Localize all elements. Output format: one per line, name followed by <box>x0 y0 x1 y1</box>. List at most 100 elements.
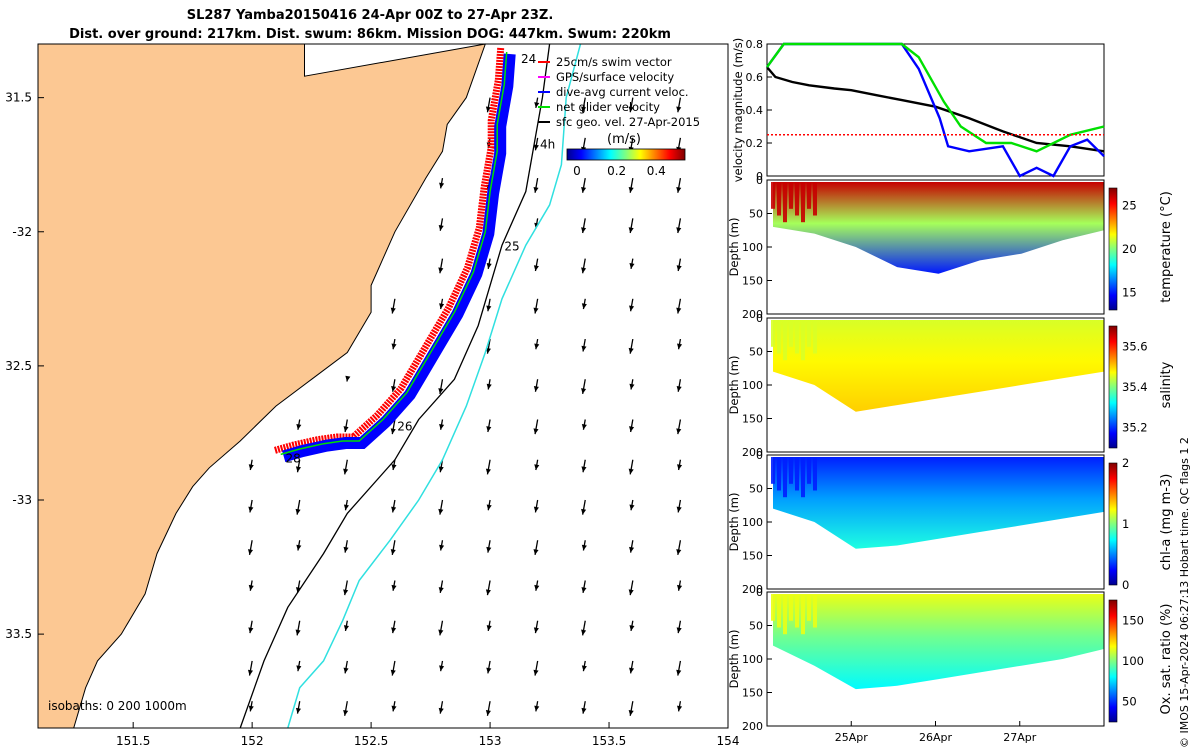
section-panel-temperature: 0 50 100 150 200 Depth (m) 15 20 25 temperature (… <box>727 174 1174 321</box>
profile-column <box>789 182 793 209</box>
sfc-geo-arrow <box>438 580 444 594</box>
arrow-head <box>486 504 492 511</box>
profile-column <box>801 457 805 498</box>
arrow-head <box>438 267 444 274</box>
arrow-head <box>391 343 397 350</box>
sfc-geo-arrow <box>391 338 397 350</box>
sfc-geo-arrow <box>343 419 349 433</box>
sfc-geo-arrow <box>247 540 254 555</box>
arrow-head <box>533 307 539 314</box>
arrow-head <box>345 375 351 382</box>
sfc-geo-arrow <box>629 258 635 269</box>
arrow-head <box>677 343 683 350</box>
arrow-head <box>391 627 397 634</box>
y-tick-label: -33 <box>12 493 32 507</box>
arrow-head <box>581 508 587 515</box>
profile-column <box>807 320 811 347</box>
sfc-geo-arrow <box>534 580 540 591</box>
section-y-tick-label: 50 <box>749 620 763 633</box>
sfc-geo-arrow <box>676 540 682 555</box>
section-x-tick-label: 25Apr <box>835 731 869 744</box>
sfc-geo-arrow <box>533 178 539 193</box>
sfc-geo-arrow <box>676 379 682 392</box>
sfc-geo-arrow <box>439 540 445 551</box>
sfc-geo-arrow <box>534 338 540 350</box>
map-frame <box>37 43 729 729</box>
arrow-head <box>295 508 301 515</box>
arrow-head <box>581 303 587 310</box>
arrow-head <box>296 423 302 430</box>
arrow-head <box>248 627 254 634</box>
sfc-geo-arrow <box>628 701 634 716</box>
day-label: 28 <box>285 451 300 465</box>
day-label: 24 <box>521 52 536 66</box>
sfc-geo-arrow <box>581 258 587 274</box>
sfc-geo-arrow <box>677 701 683 712</box>
arrow-head <box>534 584 540 591</box>
section-y-tick-label: 150 <box>742 687 763 700</box>
sfc-geo-arrow <box>296 660 302 672</box>
section-colorbar <box>1108 599 1118 723</box>
arrow-head <box>581 665 587 672</box>
section-colorbar <box>1108 325 1118 449</box>
arrow-head <box>676 627 682 634</box>
arrow-head <box>391 464 397 471</box>
map-colorbar-title: (m/s) <box>607 132 641 147</box>
profile-column <box>801 594 805 635</box>
arrow-head <box>676 385 682 392</box>
sfc-geo-arrow <box>390 419 396 435</box>
section-y-tick-label: 0 <box>756 586 763 599</box>
sfc-geo-arrow <box>295 620 301 636</box>
profile-column <box>807 594 811 621</box>
sfc-geo-arrow <box>296 540 302 551</box>
arrow-head <box>581 106 587 113</box>
sfc-geo-arrow <box>581 419 587 430</box>
profile-column <box>771 594 775 621</box>
chart-title: SL287 Yamba20150416 24-Apr 00Z to 27-Apr… <box>0 6 740 44</box>
arrow-head <box>248 464 254 471</box>
profile-column <box>771 320 775 347</box>
section-colorbar-tick: 1 <box>1122 517 1129 531</box>
sfc-geo-arrow <box>391 379 397 392</box>
section-x-tick-label: 27Apr <box>1003 731 1037 744</box>
section-colorbar-tick: 25 <box>1122 198 1137 212</box>
section-y-tick-label: 100 <box>742 653 763 666</box>
arrow-head <box>248 584 254 591</box>
sfc-geo-arrow <box>485 459 491 475</box>
section-fill <box>773 457 1104 549</box>
sfc-geo-arrow <box>676 419 682 435</box>
arrow-head <box>391 506 397 513</box>
arrow-head <box>438 587 444 593</box>
section-y-tick-label: 150 <box>742 413 763 426</box>
arrow-head <box>533 265 539 272</box>
section-y-label: Depth (m) <box>727 356 741 415</box>
arrow-head <box>581 707 587 714</box>
arrow-head <box>295 466 301 473</box>
section-y-tick-label: 200 <box>742 720 763 733</box>
credit-text: © IMOS 15-Apr-2024 06:27:13 Hobart time.… <box>1178 437 1191 748</box>
arrow-head <box>439 303 445 310</box>
sfc-geo-arrow <box>533 660 539 676</box>
section-colorbar-label: salinity <box>1159 361 1174 408</box>
sfc-geo-arrow <box>439 419 445 430</box>
sfc-geo-arrow <box>533 620 539 634</box>
sfc-geo-arrow <box>534 701 540 712</box>
velocity-series <box>766 42 1105 153</box>
section-y-tick-label: 0 <box>756 312 763 325</box>
section-colorbar-tick: 0 <box>1122 578 1129 592</box>
sfc-geo-arrow <box>248 499 254 513</box>
legend-label: sfc geo. vel. 27-Apr-2015 <box>556 115 700 129</box>
sfc-geo-arrow <box>581 701 587 714</box>
sfc-geo-arrow <box>533 499 539 513</box>
day-label: 26 <box>397 419 412 433</box>
arrow-head <box>533 144 539 151</box>
sfc-geo-arrow <box>248 580 254 591</box>
sfc-geo-arrow <box>629 499 635 511</box>
arrow-head <box>676 227 682 233</box>
section-panel-salinity: 0 50 100 150 200 Depth (m) 35.2 35.4 35.6 salinit… <box>727 312 1174 459</box>
arrow-head <box>439 423 445 430</box>
section-colorbar-tick: 15 <box>1122 286 1137 300</box>
section-y-tick-label: 200 <box>742 308 763 321</box>
section-colorbar-tick: 2 <box>1122 456 1129 470</box>
section-colorbar-tick: 50 <box>1122 695 1137 709</box>
